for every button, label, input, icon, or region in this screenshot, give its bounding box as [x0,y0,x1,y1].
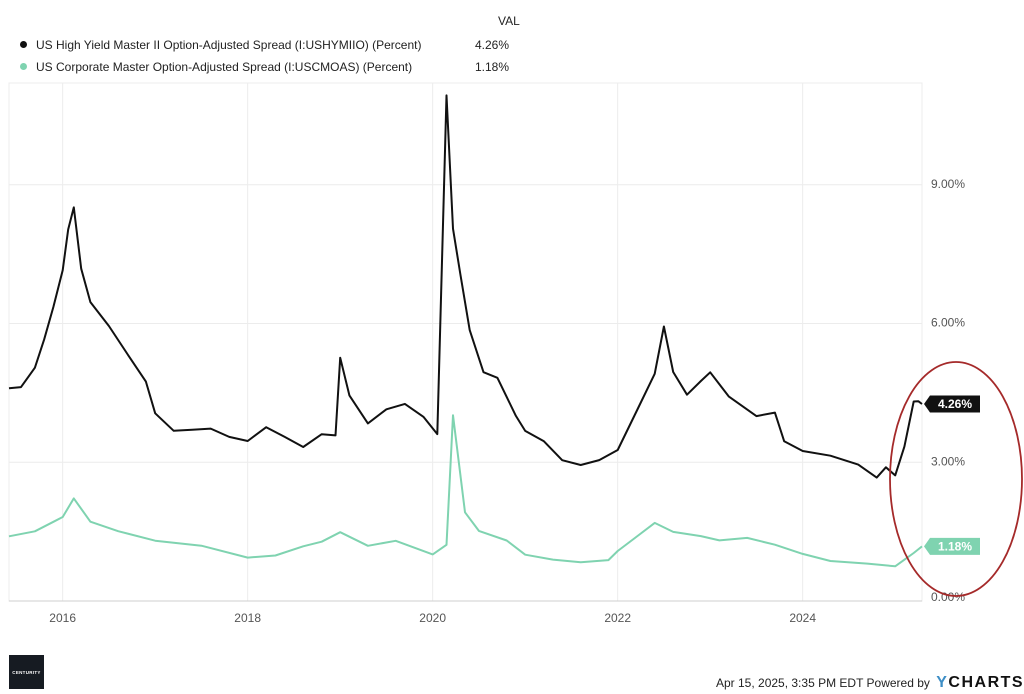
corporate-end-label: 1.18% [924,537,980,555]
ycharts-logo[interactable]: YCHARTS [936,674,1024,691]
series-lines [8,94,923,568]
end-label-text: 4.26% [938,397,972,411]
x-tick-label: 2016 [49,611,76,625]
x-tick-label: 2022 [604,611,631,625]
end-labels: 4.26% 1.18% [924,395,980,555]
x-tick-label: 2020 [419,611,446,625]
footer-timestamp: Apr 15, 2025, 3:35 PM EDT Powered by [716,676,930,690]
y-tick-label: 3.00% [931,454,965,468]
corporate-line [8,414,923,568]
grid [8,82,923,602]
plot-frame [8,82,923,602]
highlight-circle [889,361,1023,597]
y-tick-label: 9.00% [931,177,965,191]
legend-value: 1.18% [475,60,510,74]
axis-ticks: 2016 2018 2020 2022 2024 0.00% 3.00% 6.00% 9.00% [49,177,965,625]
end-label-bg [924,395,980,413]
high-yield-end-label: 4.26% [924,395,980,413]
brand-logo: CENTURITY [9,655,44,689]
legend-header: VAL [498,14,520,28]
end-label-bg [924,537,980,555]
legend-item-corporate[interactable]: US Corporate Master Option-Adjusted Spre… [20,60,509,74]
legend-item-high-yield[interactable]: US High Yield Master II Option-Adjusted … [20,38,509,52]
footer: Apr 15, 2025, 3:35 PM EDT Powered by YCH… [716,674,1024,692]
x-tick-label: 2024 [789,611,816,625]
end-label-text: 1.18% [938,539,972,553]
legend-label: US Corporate Master Option-Adjusted Spre… [36,60,413,74]
legend-value: 4.26% [475,38,510,52]
x-tick-label: 2018 [234,611,261,625]
y-tick-label: 0.00% [931,590,965,604]
high-yield-line [8,94,923,479]
legend-dot-icon [20,63,27,71]
legend-dot-icon [20,41,27,49]
y-tick-label: 6.00% [931,316,965,330]
ycharts-logo-text: CHARTS [948,674,1024,691]
ycharts-logo-y: Y [936,674,949,691]
legend-label: US High Yield Master II Option-Adjusted … [36,38,422,52]
